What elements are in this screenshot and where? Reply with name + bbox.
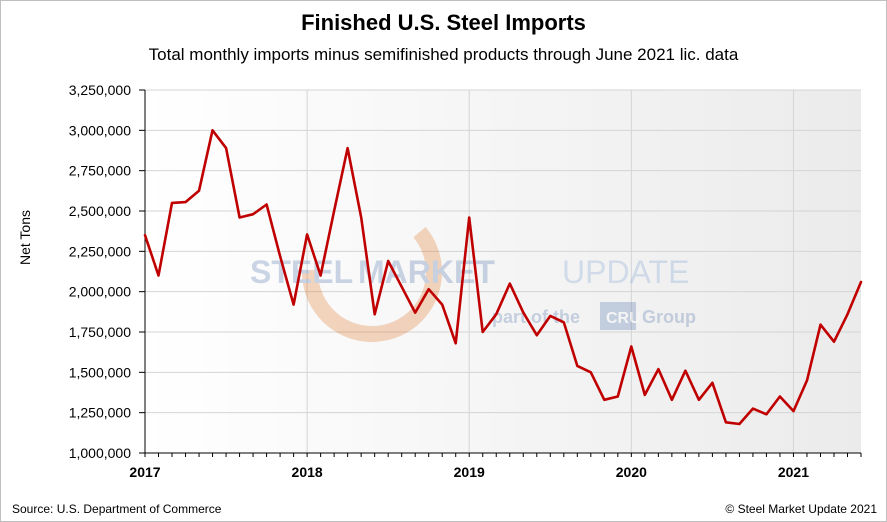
x-tick-label: 2019 bbox=[454, 464, 485, 480]
series-line-0 bbox=[143, 129, 863, 426]
y-tick-label: 1,750,000 bbox=[69, 324, 131, 340]
watermark-cru-logo: CRU bbox=[606, 310, 641, 327]
y-tick-label: 2,750,000 bbox=[69, 163, 131, 179]
x-tick-label: 2017 bbox=[129, 464, 160, 480]
y-tick-label: 2,000,000 bbox=[69, 284, 131, 300]
chart-subtitle: Total monthly imports minus semifinished… bbox=[148, 45, 739, 64]
watermark-tagline-end: Group bbox=[642, 307, 696, 327]
y-tick-label: 3,000,000 bbox=[69, 122, 131, 138]
watermark-brand-update: UPDATE bbox=[562, 254, 689, 290]
x-tick-label: 2021 bbox=[778, 464, 809, 480]
y-tick-label: 1,000,000 bbox=[69, 445, 131, 461]
y-tick-label: 1,250,000 bbox=[69, 405, 131, 421]
x-tick-label: 2020 bbox=[616, 464, 647, 480]
y-tick-label: 2,500,000 bbox=[69, 203, 131, 219]
source-note: Source: U.S. Department of Commerce bbox=[12, 502, 222, 516]
chart-title: Finished U.S. Steel Imports bbox=[301, 10, 586, 35]
y-tick-label: 1,500,000 bbox=[69, 364, 131, 380]
watermark-tagline-start: part of the bbox=[492, 307, 580, 327]
y-tick-label: 2,250,000 bbox=[69, 243, 131, 259]
x-tick-label: 2018 bbox=[292, 464, 323, 480]
copyright-note: © Steel Market Update 2021 bbox=[725, 502, 877, 516]
watermark-logo: STEEL MARKET UPDATE part of the CRU Grou… bbox=[250, 202, 696, 342]
y-tick-label: 3,250,000 bbox=[69, 82, 131, 98]
watermark-brand-market: MARKET bbox=[358, 254, 495, 290]
plot-area bbox=[145, 90, 861, 453]
